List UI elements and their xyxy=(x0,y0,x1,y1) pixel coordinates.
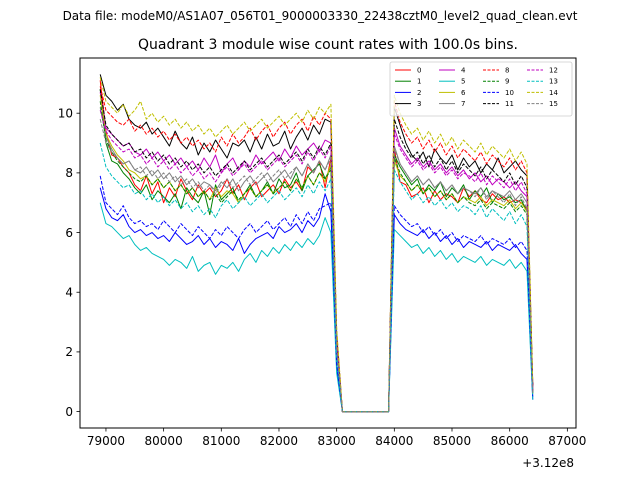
legend-label-14: 14 xyxy=(549,89,558,97)
x-tick-label: 79000 xyxy=(87,434,125,448)
series-line-13 xyxy=(99,142,534,413)
legend-label-3: 3 xyxy=(417,100,421,108)
x-tick-label: 83000 xyxy=(318,434,356,448)
y-tick-label: 4 xyxy=(65,286,73,300)
x-axis: 79000 80000 81000 82000 83000 84000 85000 86000… xyxy=(87,428,586,448)
legend-label-5: 5 xyxy=(461,78,465,86)
series-lines xyxy=(99,74,534,413)
series-line-5 xyxy=(99,202,534,413)
series-line-15 xyxy=(99,119,534,413)
figure-suptitle: Data file: modeM0/AS1A07_056T01_90000033… xyxy=(63,9,578,23)
x-tick-label: 82000 xyxy=(260,434,298,448)
x-tick-label: 86000 xyxy=(491,434,529,448)
series-line-8 xyxy=(99,86,534,413)
y-tick-label: 2 xyxy=(65,345,73,359)
y-tick-label: 10 xyxy=(58,107,73,121)
legend-label-4: 4 xyxy=(461,67,466,75)
legend-label-13: 13 xyxy=(549,78,558,86)
series-line-4 xyxy=(99,92,534,413)
series-line-2 xyxy=(99,187,534,413)
y-tick-label: 0 xyxy=(65,405,73,419)
y-tick-label: 6 xyxy=(65,226,73,240)
series-line-12 xyxy=(99,110,534,413)
x-tick-label: 84000 xyxy=(375,434,413,448)
x-tick-label: 85000 xyxy=(433,434,471,448)
x-tick-label: 80000 xyxy=(145,434,183,448)
axes-frame xyxy=(79,57,577,429)
legend-label-11: 11 xyxy=(505,100,514,108)
legend-label-10: 10 xyxy=(505,89,514,97)
series-line-1 xyxy=(99,89,534,413)
legend-label-8: 8 xyxy=(505,67,509,75)
x-tick-label: 81000 xyxy=(202,434,240,448)
series-line-14 xyxy=(99,77,534,413)
y-tick-label: 8 xyxy=(65,166,73,180)
x-tick-label: 87000 xyxy=(548,434,586,448)
y-axis: 0 2 4 6 8 10 xyxy=(58,107,80,419)
legend-label-12: 12 xyxy=(549,67,558,75)
x-offset-label: +3.12e8 xyxy=(522,456,574,470)
legend-label-15: 15 xyxy=(549,100,558,108)
legend-label-1: 1 xyxy=(417,78,421,86)
series-line-11 xyxy=(99,89,534,413)
series-line-10 xyxy=(99,175,534,413)
series-line-3 xyxy=(99,74,534,413)
legend-label-2: 2 xyxy=(417,89,421,97)
plot-area: 79000 80000 81000 82000 83000 84000 85000 86000… xyxy=(58,57,586,470)
legend-label-6: 6 xyxy=(461,89,466,97)
chart-title: Quadrant 3 module wise count rates with … xyxy=(138,37,518,53)
legend-label-0: 0 xyxy=(417,67,421,75)
legend-label-7: 7 xyxy=(461,100,465,108)
legend-box xyxy=(389,61,573,117)
series-line-6 xyxy=(99,95,534,413)
series-line-9 xyxy=(99,101,534,413)
legend-label-9: 9 xyxy=(505,78,509,86)
